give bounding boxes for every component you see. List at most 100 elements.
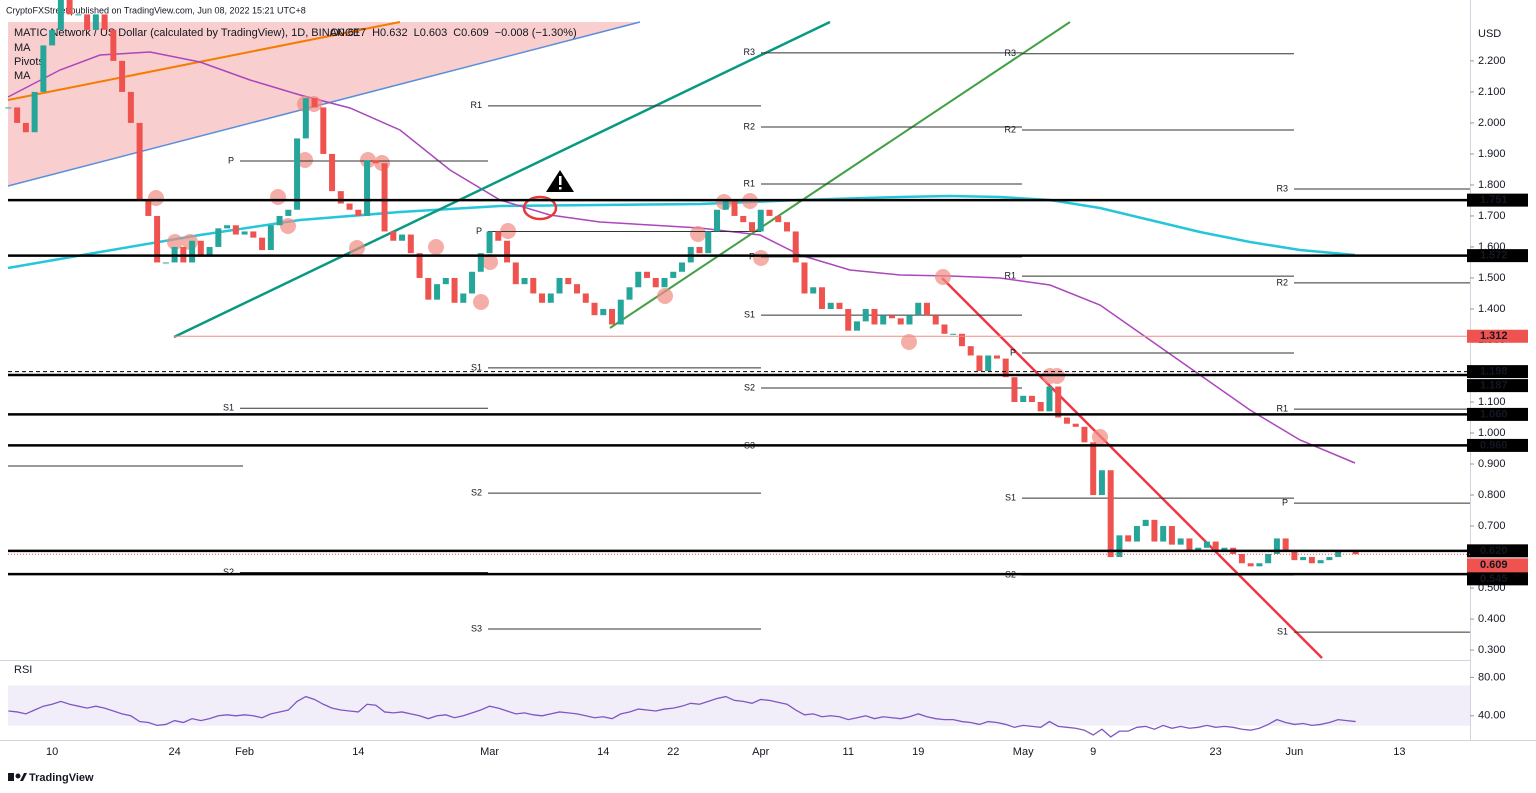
candle	[311, 98, 318, 108]
candle	[1300, 557, 1307, 561]
candle	[49, 29, 56, 46]
candle	[547, 293, 554, 303]
indicator-label: MA	[14, 42, 31, 54]
pivot-label: R2	[1004, 124, 1016, 134]
ma-200	[7, 194, 1356, 270]
candle	[285, 209, 292, 216]
pivot-label: R1	[470, 100, 482, 110]
candle	[967, 346, 974, 356]
candle	[1116, 535, 1123, 558]
rsi-band	[8, 685, 1470, 726]
pivot-label: P	[476, 226, 482, 236]
trend-line	[941, 277, 1323, 659]
x-tick-label: May	[1013, 746, 1034, 758]
candle	[985, 355, 992, 371]
candle	[92, 14, 99, 30]
ma-50	[7, 51, 1356, 464]
ohlc-value: O0.617	[330, 27, 366, 39]
candle	[145, 200, 152, 216]
candle	[950, 333, 957, 335]
candle	[740, 215, 747, 223]
candle	[206, 246, 213, 257]
y-tick-label: 1.500	[1478, 272, 1506, 284]
candle	[101, 14, 108, 30]
candle	[556, 277, 563, 294]
candle	[609, 308, 616, 325]
warning-icon	[546, 170, 574, 192]
candle	[512, 262, 519, 285]
candle	[1090, 442, 1097, 496]
candle	[1352, 550, 1359, 555]
x-tick-label: 14	[597, 746, 609, 758]
level-box	[1467, 438, 1528, 452]
candle	[845, 308, 852, 331]
candle	[915, 302, 922, 316]
candle	[1221, 547, 1228, 551]
candle	[644, 271, 651, 278]
candle	[84, 14, 91, 30]
indicator-label: Pivots	[14, 56, 44, 68]
candle	[232, 225, 239, 235]
candle	[1282, 538, 1289, 551]
symbol-legend: MATIC Network / US Dollar (calculated by…	[14, 27, 360, 39]
pivot-label: S1	[744, 310, 755, 320]
candle	[722, 200, 729, 210]
candle	[1317, 560, 1324, 564]
candle	[250, 231, 257, 238]
x-tick-label: Mar	[480, 746, 499, 758]
y-tick-label: 0.900	[1478, 458, 1506, 470]
candle	[267, 225, 274, 251]
candle	[22, 122, 29, 133]
level-label: 1.572	[1480, 250, 1508, 262]
candle	[757, 209, 764, 232]
candle	[836, 302, 843, 309]
level-label: 1.187	[1480, 380, 1508, 392]
rsi-tick-label: 80.00	[1478, 671, 1506, 683]
candle	[241, 231, 248, 235]
candle	[390, 231, 397, 241]
rsi-tick-label: 40.00	[1478, 710, 1506, 722]
publisher: CryptoFXStreet published on TradingView.…	[6, 5, 306, 15]
candle	[714, 209, 721, 232]
x-tick-label: Apr	[752, 746, 769, 758]
pivot-label: S1	[223, 403, 234, 413]
candle	[1037, 402, 1044, 412]
candle	[897, 318, 904, 325]
y-tick-label: 1.100	[1478, 396, 1506, 408]
y-tick-label: 0.300	[1478, 644, 1506, 656]
rsi-line	[8, 695, 1356, 738]
candle	[1203, 541, 1210, 548]
candle	[652, 277, 659, 288]
pivot-label: R1	[1276, 404, 1288, 414]
rsi-title: RSI	[14, 664, 32, 676]
candle	[1098, 470, 1105, 496]
candle	[539, 293, 546, 303]
candle	[748, 222, 755, 232]
candle	[1072, 423, 1079, 427]
candle	[364, 160, 371, 216]
pivot-label: S1	[1005, 493, 1016, 503]
candle	[888, 315, 895, 319]
y-tick-label: 1.700	[1478, 210, 1506, 222]
trend-line	[609, 21, 1071, 329]
candle	[355, 209, 362, 216]
pivot-label: S2	[223, 567, 234, 577]
candle	[460, 293, 467, 303]
candle	[853, 321, 860, 331]
candle	[923, 302, 930, 316]
candle	[1055, 386, 1062, 418]
y-tick-label: 1.000	[1478, 427, 1506, 439]
candle	[302, 98, 309, 139]
candle	[696, 246, 703, 254]
y-tick-label: 0.700	[1478, 520, 1506, 532]
candle	[399, 234, 406, 241]
candle	[783, 222, 790, 232]
candle	[425, 277, 432, 300]
candle	[320, 107, 327, 154]
candle	[617, 299, 624, 325]
level-label: 1.060	[1480, 408, 1508, 420]
candle	[591, 302, 598, 316]
x-tick-label: 11	[843, 746, 854, 758]
level-box	[1467, 544, 1528, 558]
x-tick-label: 14	[352, 746, 364, 758]
